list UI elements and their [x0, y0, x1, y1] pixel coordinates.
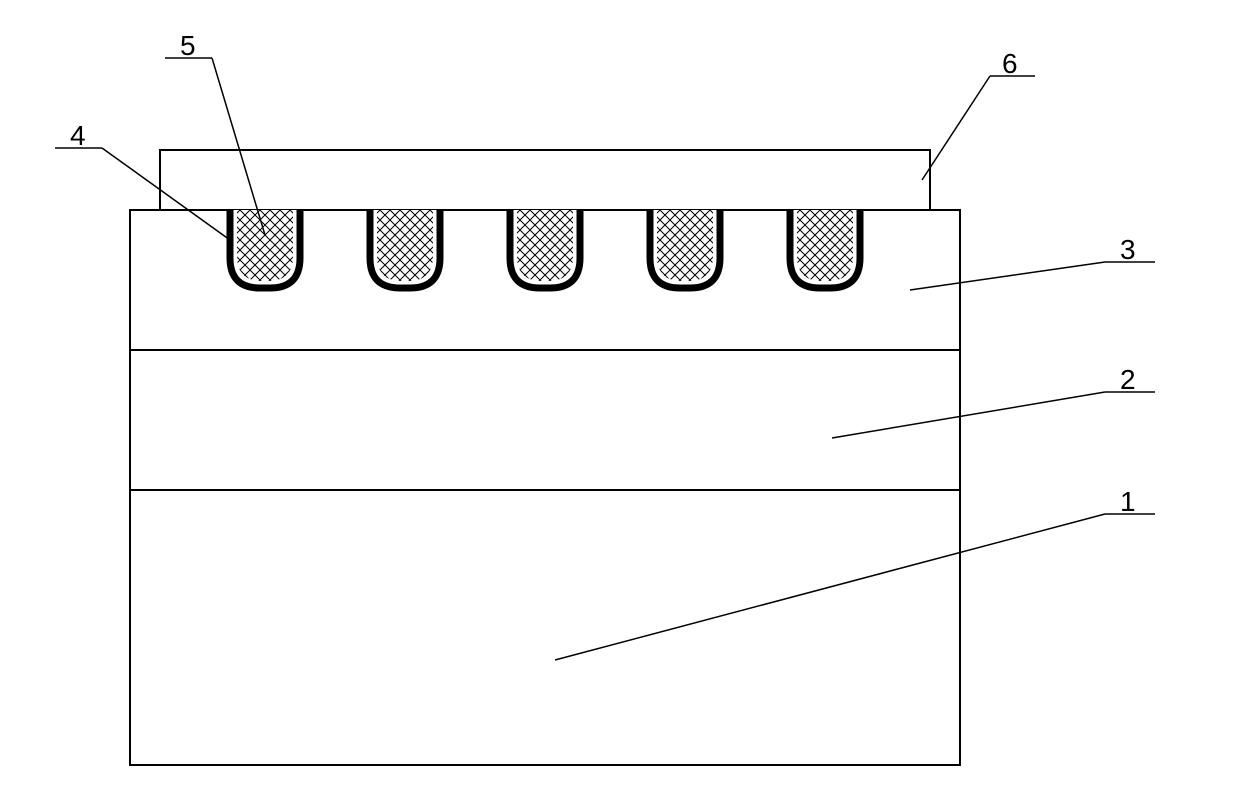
layer-1 [130, 490, 960, 765]
label-4: 4 [70, 120, 86, 152]
diagram-svg [0, 0, 1240, 790]
leader-6 [922, 76, 990, 180]
slot-2 [370, 210, 440, 288]
label-6: 6 [1002, 48, 1018, 80]
slot-1 [230, 210, 300, 288]
slot-5 [790, 210, 860, 288]
label-5: 5 [180, 30, 196, 62]
layer-6 [160, 150, 930, 210]
slot-3 [510, 210, 580, 288]
label-1: 1 [1120, 486, 1136, 518]
layer-2 [130, 350, 960, 490]
technical-diagram: 1 2 3 4 5 6 [0, 0, 1240, 790]
label-3: 3 [1120, 234, 1136, 266]
label-2: 2 [1120, 364, 1136, 396]
slot-4 [650, 210, 720, 288]
